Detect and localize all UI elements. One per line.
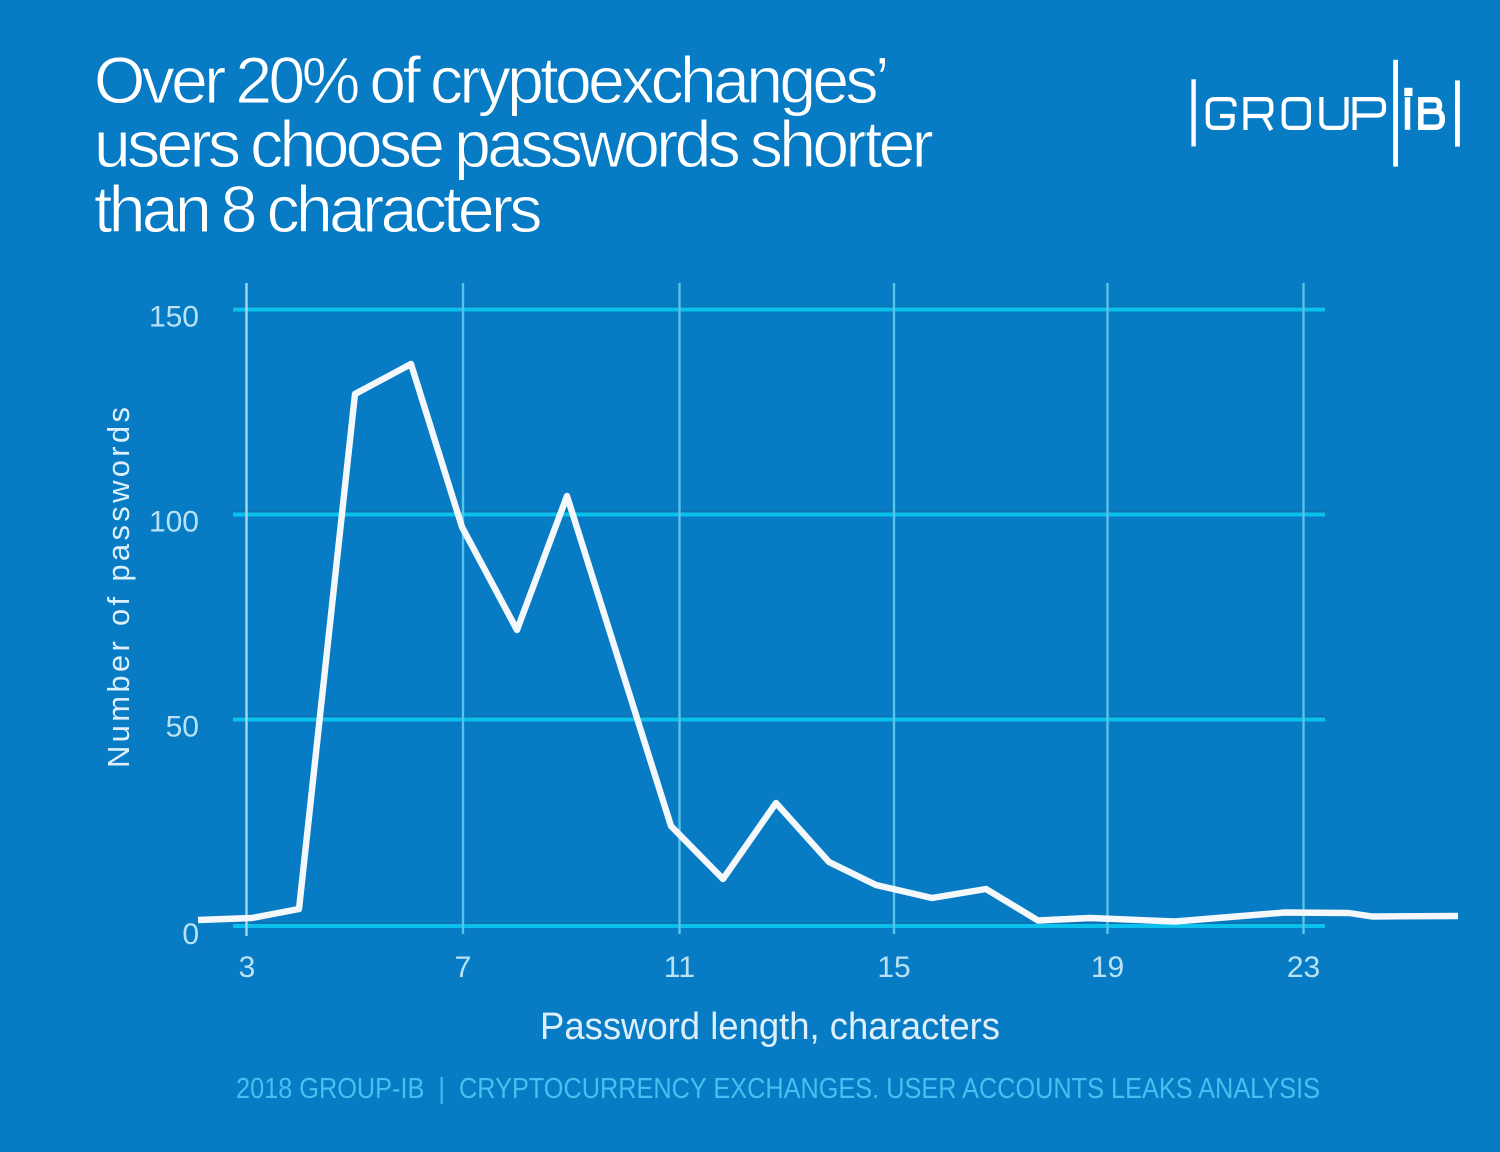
svg-text:3: 3	[239, 951, 256, 984]
svg-text:2018 GROUP-IB | CRYPTOCURREN: 2018 GROUP-IB | CRYPTOCURRENCY EXCHANGES…	[236, 1073, 1320, 1105]
svg-text:Password length, characters: Password length, characters	[540, 1006, 1000, 1048]
svg-text:19: 19	[1091, 951, 1124, 984]
svg-text:15: 15	[877, 951, 910, 984]
svg-text:50: 50	[166, 711, 199, 744]
svg-text:23: 23	[1287, 951, 1320, 984]
svg-text:7: 7	[455, 951, 472, 984]
svg-text:0: 0	[182, 918, 199, 951]
svg-text:100: 100	[149, 506, 199, 539]
svg-text:11: 11	[664, 951, 695, 984]
svg-text:Number of passwords: Number of passwords	[101, 407, 136, 768]
svg-text:150: 150	[149, 301, 199, 334]
